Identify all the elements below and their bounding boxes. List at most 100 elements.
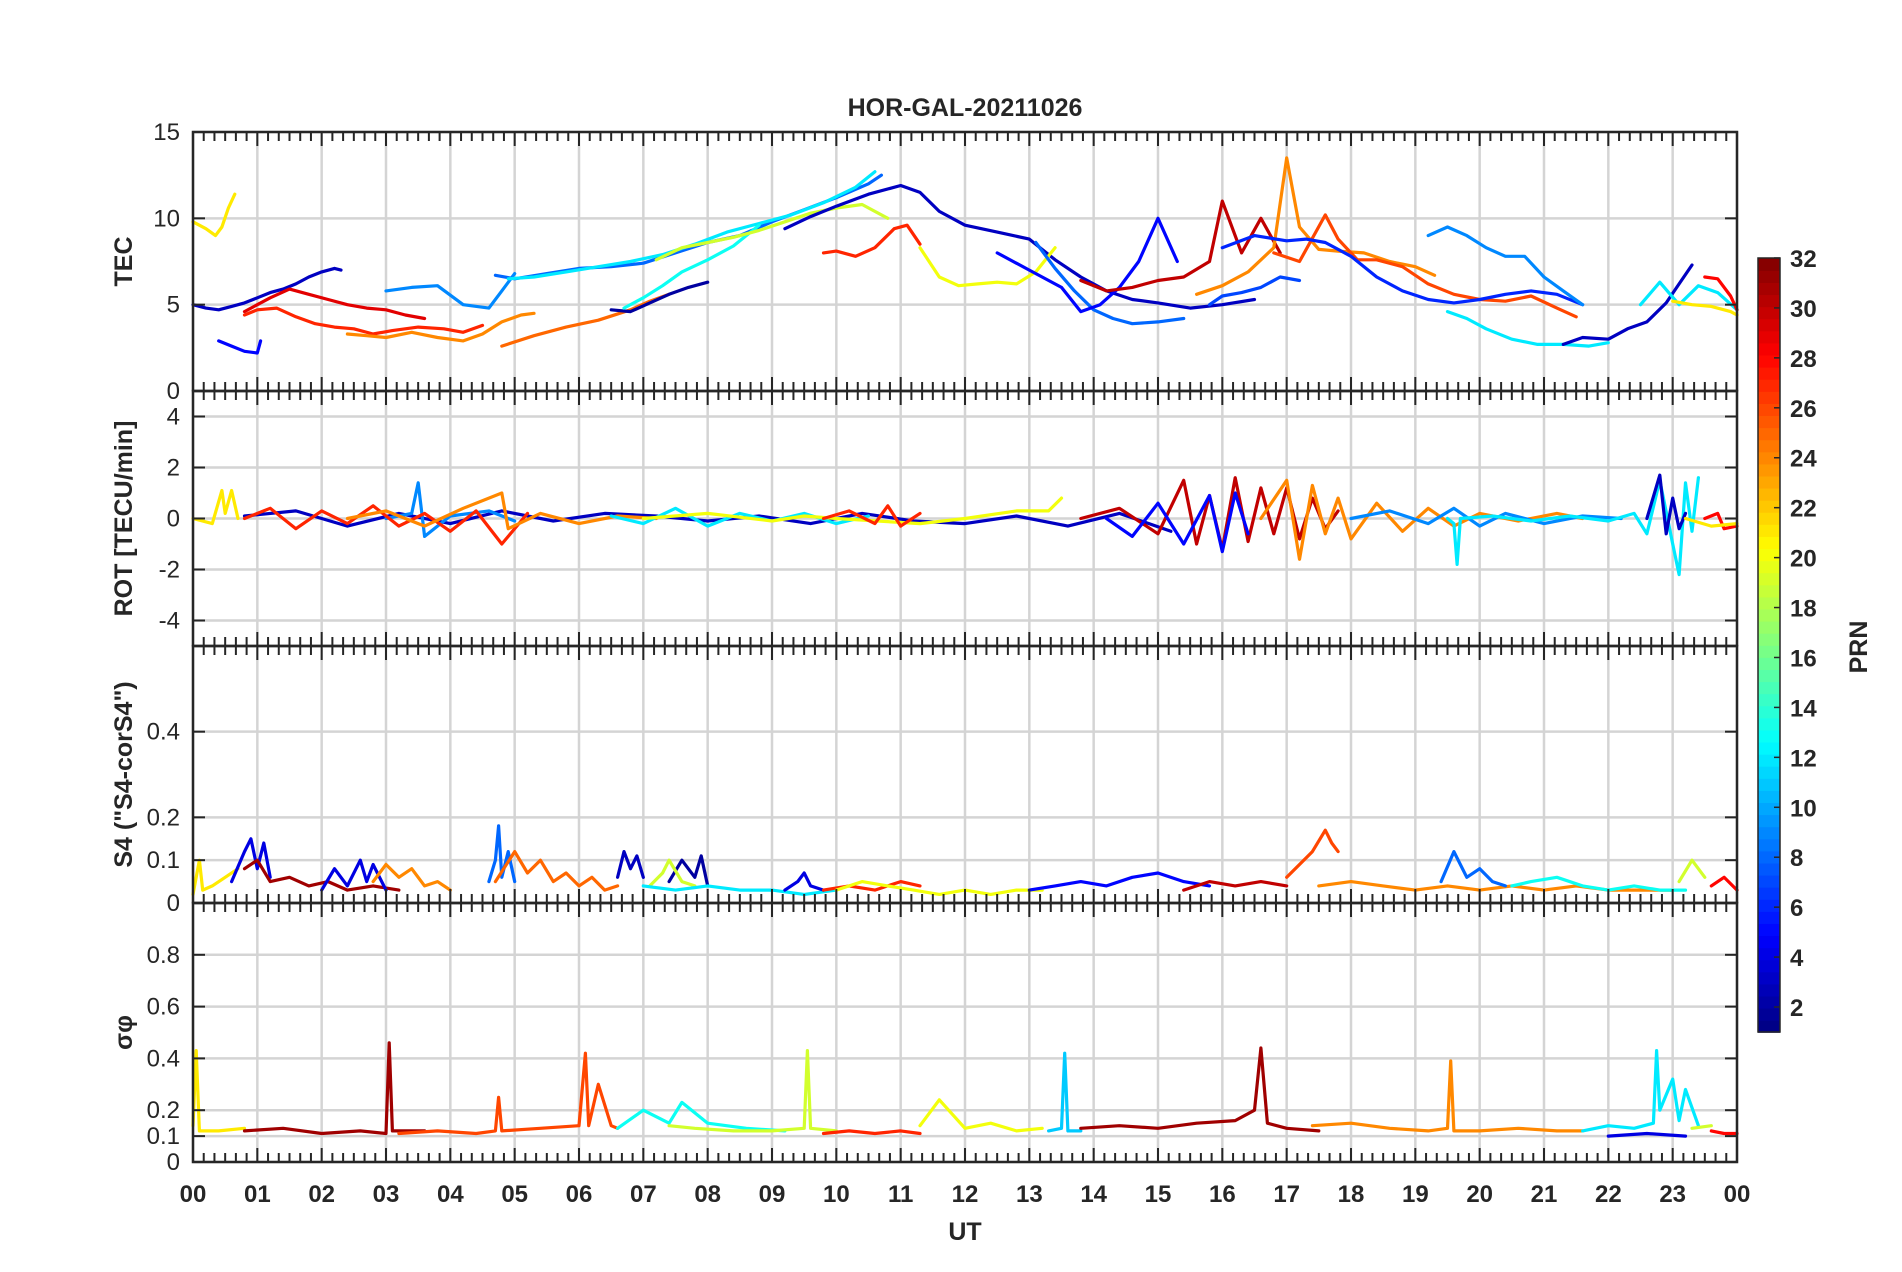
tec-series-prn-20 (918, 246, 1057, 288)
s4-series-prn-19 (648, 858, 697, 888)
rot-series-prn-12 (1445, 476, 1700, 577)
x-tick-label: 10 (823, 1181, 850, 1208)
sigma_phi-series-prn-28 (1709, 1129, 1739, 1136)
s4-series-prn-26 (1285, 828, 1340, 879)
tec-series-prn-9 (384, 272, 517, 310)
colorbar-tick-label: 26 (1790, 396, 1817, 423)
tec-y-tick-label: 0 (167, 378, 180, 405)
rot-y-tick-label: 2 (167, 455, 180, 482)
x-tick-label: 05 (501, 1181, 528, 1208)
panel-rot: -4 -2 0 2 4 ROT [TECU/min] (110, 389, 1739, 648)
tec-y-tick-label: 15 (153, 119, 180, 146)
sigma_phi-y-tick-label: 0 (167, 1149, 180, 1176)
x-tick-label: 13 (1016, 1181, 1043, 1208)
x-axis: 00 01 02 03 04 05 06 07 08 09 10 11 12 13 14 15 16 17 18 19… (180, 1181, 1751, 1208)
x-tick-label: 11 (888, 1181, 913, 1208)
s4-y-axis-label: S4 ("S4-corS4") (110, 681, 138, 867)
x-tick-label: 01 (244, 1181, 271, 1208)
chart-title: HOR-GAL-20211026 (848, 94, 1083, 122)
x-tick-label: 22 (1595, 1181, 1622, 1208)
sigma_phi-series-prn-31 (1079, 1046, 1321, 1133)
tec-series-prn-21 (191, 192, 237, 238)
x-tick-label: 20 (1466, 1181, 1493, 1208)
s4-y-tick-label: 0 (167, 890, 180, 917)
tec-y-tick-label: 10 (153, 205, 180, 232)
s4-series-prn-4 (320, 858, 388, 892)
rot-series-prn-3 (1645, 473, 1688, 536)
colorbar-tick-label: 28 (1790, 346, 1817, 373)
s4-y-tick-label: 0.2 (147, 804, 180, 831)
rot-series-prn-27 (821, 504, 922, 528)
tec-series-prn-27 (242, 306, 485, 336)
rot-y-tick-label: -4 (159, 608, 180, 635)
x-tick-label: 17 (1273, 1181, 1300, 1208)
s4-series-prn-4 (230, 837, 272, 884)
s4-series-prn-30 (1182, 880, 1289, 892)
sigma_phi-series-prn-20 (918, 1098, 1044, 1133)
tec-y-tick-label: 5 (167, 292, 180, 319)
x-tick-label: 14 (1080, 1181, 1107, 1208)
sigma_phi-y-tick-label: 0.2 (147, 1097, 180, 1124)
s4-series-prn-28 (1709, 875, 1739, 892)
s4-series-prn-3 (616, 850, 645, 879)
sigma_phi-ticks (192, 903, 1738, 1163)
rot-series-prn-9 (384, 481, 517, 538)
x-tick-label: 12 (952, 1181, 979, 1208)
tec-series-prn-19 (654, 202, 890, 262)
tec-series (191, 156, 1739, 355)
rot-y-axis-label: ROT [TECU/min] (110, 421, 138, 617)
rot-y-tick-label: 0 (167, 506, 180, 533)
x-tick-label: 04 (437, 1181, 464, 1208)
tec-series-prn-26 (1272, 213, 1578, 319)
sigma_phi-series-prn-27 (821, 1129, 922, 1136)
tec-ticks (192, 131, 1738, 392)
x-tick-label: 23 (1659, 1181, 1686, 1208)
x-tick-label: 16 (1209, 1181, 1236, 1208)
s4-series-prn-2 (667, 854, 710, 888)
rot-y-tick-label: -2 (159, 557, 180, 584)
colorbar-label: PRN (1845, 621, 1873, 674)
tec-series-prn-21 (1671, 299, 1739, 317)
s4-series-prn-5 (1027, 871, 1212, 892)
tec-series-prn-9 (1426, 225, 1585, 307)
s4-series-prn-25 (493, 850, 620, 892)
s4-series-prn-20 (834, 880, 1044, 896)
colorbar-tick-label: 20 (1790, 546, 1817, 573)
sigma_phi-series-prn-13 (616, 1100, 787, 1133)
rot-series-prn-21 (1683, 516, 1739, 528)
panel-tec: 0 5 10 15 TEC (110, 119, 1739, 405)
x-tick-label: 07 (630, 1181, 657, 1208)
colorbar-tick-label: 22 (1790, 496, 1817, 523)
x-tick-label: 21 (1531, 1181, 1558, 1208)
s4-series-prn-8 (1439, 850, 1507, 888)
colorbar-tick-label: 4 (1790, 945, 1804, 972)
rot-series-prn-24 (345, 491, 658, 531)
colorbar-frame (1757, 257, 1781, 1033)
colorbar-tick-label: 32 (1790, 246, 1817, 273)
rot-series-prn-9 (1349, 506, 1623, 528)
tec-series-prn-28 (1703, 275, 1739, 312)
sigma_phi-y-tick-label: 0.1 (147, 1123, 180, 1150)
sigma_phi-series-prn-31 (242, 1041, 427, 1136)
tec-series-prn-6 (1220, 234, 1585, 307)
sigma_phi-series-prn-19 (1690, 1124, 1713, 1130)
s4-series-prn-21 (191, 858, 240, 896)
s4-series (191, 824, 1739, 896)
rot-series (191, 473, 1739, 577)
sigma_phi-series-prn-12 (1581, 1049, 1700, 1133)
colorbar-tick-label: 12 (1790, 745, 1817, 772)
sigma_phi-series-prn-11 (1047, 1051, 1083, 1133)
colorbar-tick-label: 30 (1790, 296, 1817, 323)
tec-series-prn-3 (191, 266, 343, 312)
sigma_phi-y-tick-label: 0.6 (147, 994, 180, 1021)
s4-series-prn-24 (371, 862, 452, 892)
s4-series-prn-4 (783, 871, 826, 892)
x-tick-label: 02 (308, 1181, 335, 1208)
sigma_phi-y-tick-label: 0.4 (147, 1045, 180, 1072)
tec-series-prn-12 (1638, 280, 1739, 312)
x-tick-label: 00 (180, 1181, 207, 1208)
tec-series-prn-8 (1034, 240, 1186, 326)
